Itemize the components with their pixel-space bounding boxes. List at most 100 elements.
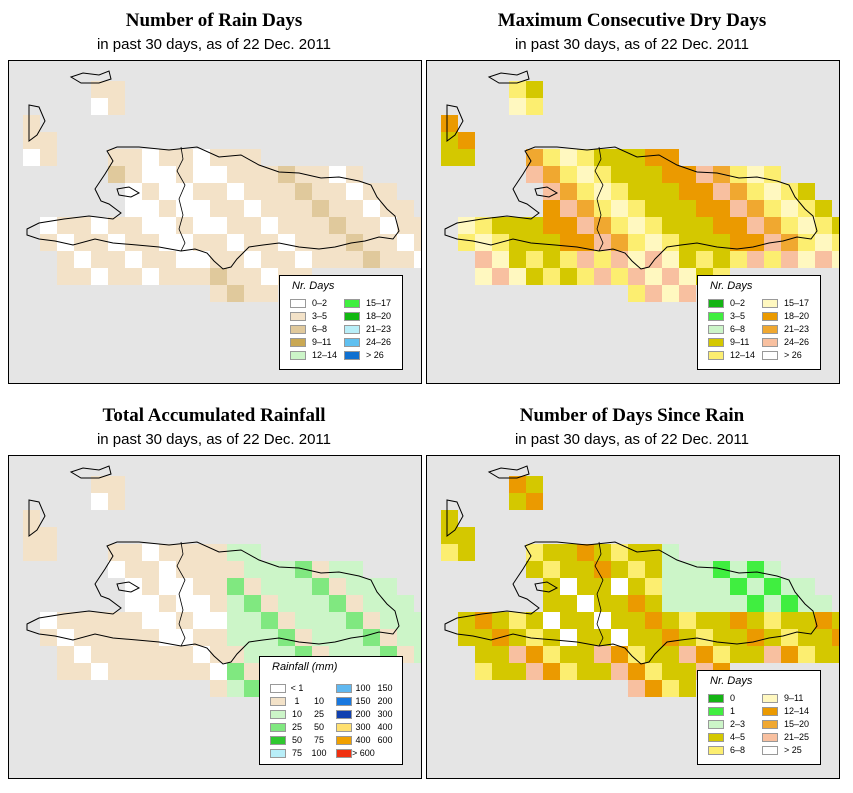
grid-cell <box>380 217 397 234</box>
grid-cell <box>176 612 193 629</box>
grid-cell <box>108 217 125 234</box>
legend-entry: < 1 <box>270 683 330 694</box>
grid-cell <box>159 578 176 595</box>
grid-cell <box>679 612 696 629</box>
legend-label-high: 300 <box>377 709 393 719</box>
grid-cell <box>781 183 798 200</box>
grid-cell <box>397 629 414 646</box>
grid-cell <box>244 234 261 251</box>
grid-cell <box>193 595 210 612</box>
grid-cell <box>679 217 696 234</box>
grid-cell <box>91 493 108 510</box>
grid-cell <box>526 268 543 285</box>
legend-swatch <box>290 312 306 321</box>
grid-cell <box>441 510 458 527</box>
grid-cell <box>679 595 696 612</box>
grid-cell <box>261 234 278 251</box>
grid-cell <box>832 629 839 646</box>
grid-cell <box>696 612 713 629</box>
grid-cell <box>458 234 475 251</box>
grid-cell <box>227 251 244 268</box>
legend-entry: 9–11 <box>290 337 331 348</box>
grid-cell <box>210 234 227 251</box>
legend-swatch <box>762 707 778 716</box>
grid-cell <box>628 561 645 578</box>
grid-cell <box>210 578 227 595</box>
grid-cell <box>543 268 560 285</box>
grid-cell <box>509 663 526 680</box>
panel-subtitle: in past 30 days, as of 22 Dec. 2011 <box>96 431 332 448</box>
grid-cell <box>441 115 458 132</box>
grid-cell <box>764 200 781 217</box>
grid-cell <box>475 251 492 268</box>
grid-cell <box>414 629 421 646</box>
legend-label-high: 50 <box>313 722 324 732</box>
grid-cell <box>295 183 312 200</box>
grid-cell <box>40 527 57 544</box>
grid-cell <box>628 234 645 251</box>
grid-cell <box>577 217 594 234</box>
grid-cell <box>730 595 747 612</box>
grid-cell <box>261 217 278 234</box>
coastline <box>534 186 559 198</box>
grid-cell <box>611 544 628 561</box>
grid-cell <box>747 183 764 200</box>
grid-cell <box>696 234 713 251</box>
grid-cell <box>227 578 244 595</box>
grid-cell <box>458 612 475 629</box>
grid-cell <box>125 251 142 268</box>
legend: Nr. Days 0 1 2–3 4–5 6–8 9–11 12–14 15–20 21–25 >… <box>697 670 821 765</box>
coastline <box>534 581 559 593</box>
legend-swatch <box>336 697 352 706</box>
grid-cell <box>747 646 764 663</box>
grid-cell <box>210 544 227 561</box>
grid-cell <box>278 595 295 612</box>
legend: Nr. Days 0–2 3–5 6–8 9–11 12–14 15–17 18–20 21–… <box>279 275 403 370</box>
grid-cell <box>193 612 210 629</box>
grid-cell <box>159 200 176 217</box>
grid-cell <box>142 612 159 629</box>
legend-label-low: 75 <box>291 748 302 758</box>
grid-cell <box>125 268 142 285</box>
grid-cell <box>312 166 329 183</box>
panel-max-dry-days: Maximum Consecutive Dry Days in past 30 … <box>426 0 840 390</box>
legend-entry: > 26 <box>762 350 802 361</box>
grid-cell <box>730 251 747 268</box>
grid-cell <box>346 200 363 217</box>
legend-swatch <box>708 312 724 321</box>
grid-cell <box>662 544 679 561</box>
grid-cell <box>475 612 492 629</box>
grid-cell <box>57 251 74 268</box>
grid-cell <box>244 595 261 612</box>
grid-cell <box>628 680 645 697</box>
legend-label: 12–14 <box>784 706 810 716</box>
grid-cell <box>628 183 645 200</box>
coastline <box>69 465 112 479</box>
grid-cell <box>543 200 560 217</box>
grid-cell <box>526 629 543 646</box>
grid-cell <box>662 200 679 217</box>
grid-cell <box>108 476 125 493</box>
legend-label-high: 400 <box>377 722 393 732</box>
legend-label-high: 75 <box>313 735 324 745</box>
grid-cell <box>142 183 159 200</box>
grid-cell <box>346 578 363 595</box>
legend-label: 15–17 <box>366 298 392 308</box>
grid-cell <box>312 234 329 251</box>
legend-swatch <box>762 325 778 334</box>
grid-cell <box>679 251 696 268</box>
grid-cell <box>159 234 176 251</box>
grid-cell <box>312 629 329 646</box>
legend-entry: 300 400 <box>336 722 396 733</box>
grid-cell <box>645 544 662 561</box>
legend-label: 21–23 <box>784 324 810 334</box>
grid-cell <box>176 268 193 285</box>
grid-cell <box>23 510 40 527</box>
grid-cell <box>560 544 577 561</box>
grid-cell <box>244 268 261 285</box>
grid-cell <box>142 251 159 268</box>
grid-cell <box>227 663 244 680</box>
grid-cell <box>577 578 594 595</box>
grid-cell <box>543 595 560 612</box>
grid-cell <box>108 612 125 629</box>
